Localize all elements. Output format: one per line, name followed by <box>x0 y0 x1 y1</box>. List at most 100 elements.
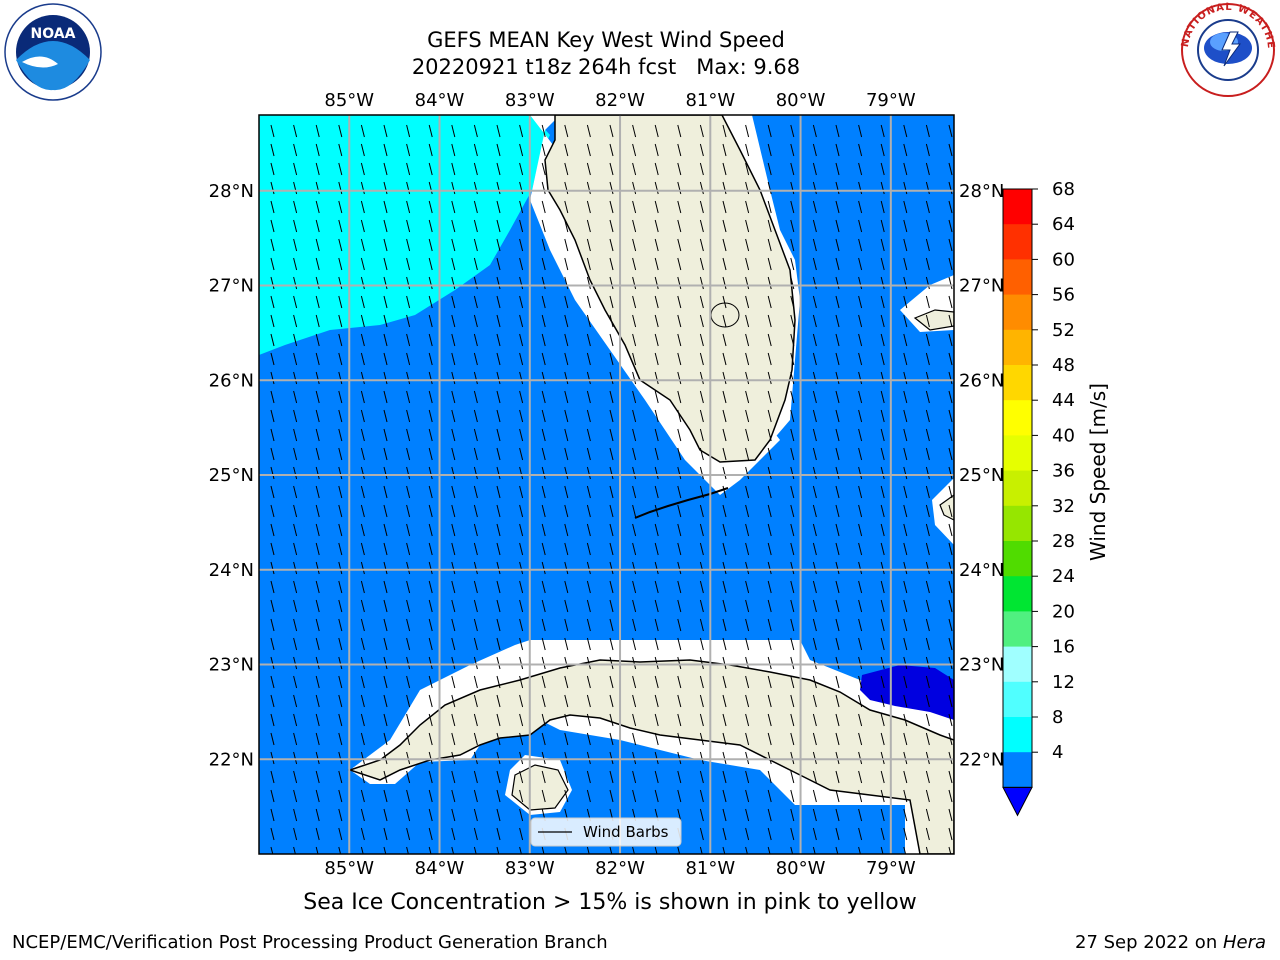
wind-barb <box>677 466 682 480</box>
wind-barb <box>338 561 343 575</box>
wind-barb <box>473 352 478 366</box>
wind-barb <box>586 580 591 594</box>
wind-barb <box>428 580 433 594</box>
wind-barb <box>699 675 704 689</box>
wind-barb <box>383 504 388 518</box>
colorbar-segment <box>1003 294 1032 331</box>
wind-barb <box>609 371 614 385</box>
wind-barb <box>315 333 320 347</box>
wind-barb <box>880 428 885 442</box>
wind-barb <box>496 846 500 854</box>
wind-barb <box>541 523 546 537</box>
wind-barb <box>428 770 433 784</box>
wind-barb <box>835 542 840 556</box>
wind-barb <box>564 352 569 366</box>
wind-barb <box>632 504 637 518</box>
wind-barb <box>858 314 863 328</box>
wind-barb <box>383 675 388 689</box>
wind-barb <box>451 675 456 689</box>
wind-barb <box>519 751 524 765</box>
wind-barb <box>677 352 682 366</box>
wind-barb <box>270 124 275 138</box>
wind-barb <box>564 428 569 442</box>
wind-barb <box>722 314 727 328</box>
wind-barb <box>473 162 478 176</box>
wind-barb <box>293 409 298 423</box>
wind-barb <box>812 580 817 594</box>
wind-barb <box>767 314 772 328</box>
wind-barb <box>880 181 885 195</box>
wind-barb <box>315 124 320 138</box>
wind-barb <box>428 827 433 841</box>
wind-barb <box>293 732 298 746</box>
wind-barb <box>406 295 411 309</box>
wind-barb <box>338 314 343 328</box>
wind-barb <box>519 732 524 746</box>
wind-barb <box>722 162 727 176</box>
wind-barb <box>270 447 275 461</box>
wind-barb <box>858 751 863 765</box>
wind-barb <box>541 618 546 632</box>
wind-barb <box>270 846 274 854</box>
wind-barb <box>699 846 703 854</box>
wind-barb <box>564 694 569 708</box>
wind-barb <box>858 124 863 138</box>
wind-barb <box>541 580 546 594</box>
wind-barb <box>880 352 885 366</box>
wind-barb <box>790 409 795 423</box>
wind-barb <box>609 352 614 366</box>
wind-barb <box>428 656 433 670</box>
wind-barb <box>858 485 863 499</box>
wind-barb <box>270 390 275 404</box>
wind-barb <box>835 561 840 575</box>
wind-barb <box>360 390 365 404</box>
wind-barb <box>812 257 817 271</box>
wind-barb <box>519 637 524 651</box>
wind-barb <box>473 808 478 822</box>
wind-barb <box>677 219 682 233</box>
wind-barb <box>519 485 524 499</box>
wind-barb <box>496 181 501 195</box>
wind-barb <box>632 561 637 575</box>
wind-barb <box>541 599 546 613</box>
wind-barb <box>609 333 614 347</box>
wind-barb <box>745 276 750 290</box>
wind-barb <box>428 751 433 765</box>
wind-barb <box>925 599 930 613</box>
wind-barb <box>654 295 659 309</box>
wind-barb <box>858 143 863 157</box>
wind-barb <box>632 846 635 854</box>
wind-barb <box>383 808 388 822</box>
wind-barb <box>745 295 750 309</box>
florida-keys <box>634 487 729 519</box>
wind-barb <box>406 428 411 442</box>
wind-barb <box>790 295 795 309</box>
wind-barb <box>383 599 388 613</box>
wind-barb <box>564 200 569 214</box>
lat-label-right: 22°N <box>959 749 1004 770</box>
wind-barb <box>745 143 750 157</box>
wind-barb <box>270 371 275 385</box>
wind-barb <box>948 770 953 784</box>
wind-barb <box>835 200 840 214</box>
wind-barb <box>835 523 840 537</box>
wind-barb <box>541 428 546 442</box>
wind-barb <box>473 561 478 575</box>
wind-barb <box>451 770 456 784</box>
wind-barb <box>541 713 546 727</box>
wind-barb <box>858 371 863 385</box>
wind-barb <box>473 409 478 423</box>
wind-barb <box>519 713 524 727</box>
wind-barb <box>541 770 546 784</box>
wind-barb <box>541 675 546 689</box>
wind-barb <box>790 314 795 328</box>
wind-barb <box>564 637 569 651</box>
wind-barb <box>315 143 320 157</box>
wind-barb <box>880 580 885 594</box>
wind-barb <box>790 827 795 841</box>
wind-barb <box>880 732 885 746</box>
wind-barb <box>858 846 861 854</box>
wind-barb <box>586 466 591 480</box>
wind-barb <box>473 276 478 290</box>
wind-barb <box>564 314 569 328</box>
